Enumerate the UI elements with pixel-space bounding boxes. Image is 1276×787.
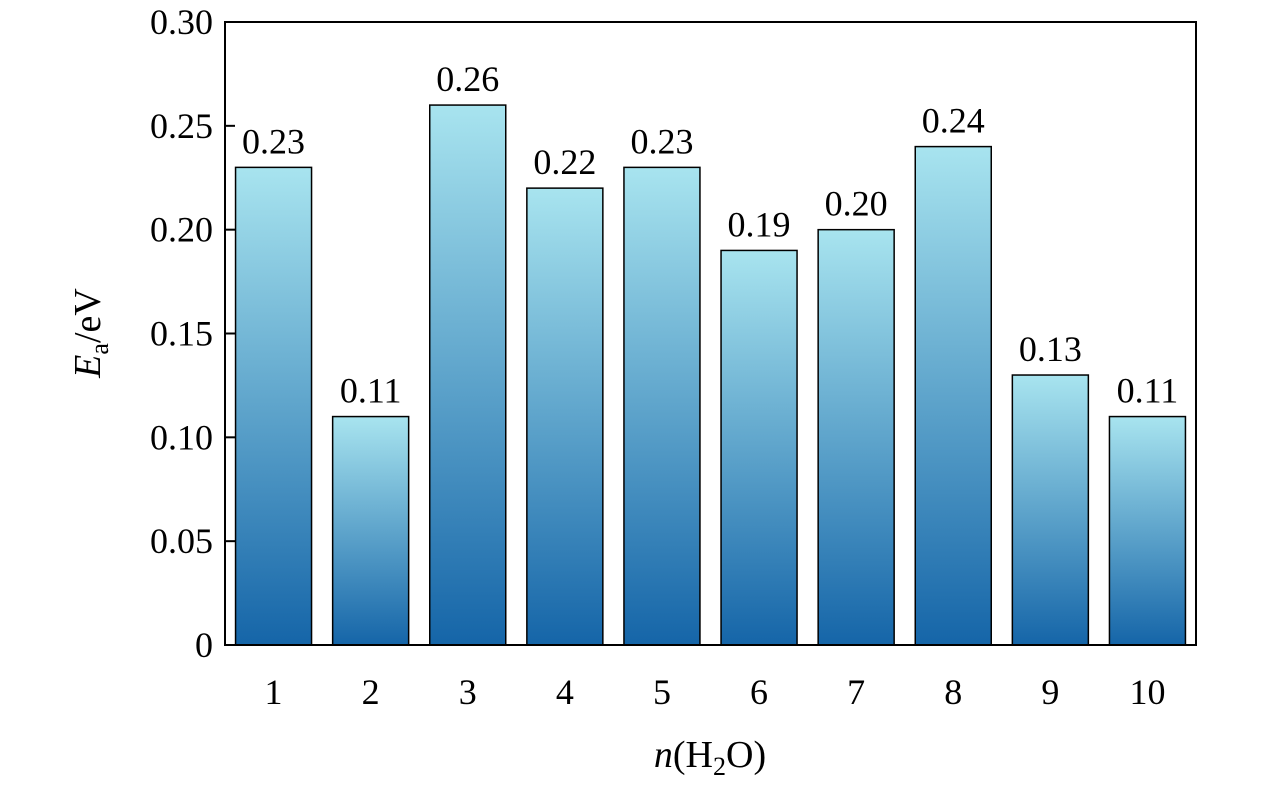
data-label-10: 0.11 xyxy=(1117,371,1179,411)
y-axis-label-var: E xyxy=(67,355,109,379)
bar-3 xyxy=(429,104,507,646)
x-axis-ticks: 1 2 3 4 5 6 7 8 9 10 xyxy=(265,672,1166,712)
y-tick-label-2: 0.10 xyxy=(150,417,213,457)
bar-7 xyxy=(817,228,895,646)
bar-8 xyxy=(914,145,992,646)
y-axis-label: Ea/eV xyxy=(67,288,114,379)
data-labels-layer: 0.23 0.11 0.26 0.22 0.23 0.19 0.20 0.24 0.13 0.11 xyxy=(242,59,1178,411)
y-tick-label-4: 0.20 xyxy=(150,210,213,250)
bar-9 xyxy=(1011,374,1090,646)
data-label-6: 0.19 xyxy=(728,204,791,244)
bar-1 xyxy=(234,166,313,646)
x-tick-label-4: 4 xyxy=(556,672,574,712)
y-axis-ticks: 0 0.05 0.10 0.15 0.20 0.25 0.30 xyxy=(150,2,235,665)
data-label-1: 0.23 xyxy=(242,121,305,161)
x-tick-label-8: 8 xyxy=(944,672,962,712)
bar-4 xyxy=(526,187,604,646)
bars-layer xyxy=(234,104,1187,646)
bar-10 xyxy=(1108,415,1187,646)
y-axis-label-unit: /eV xyxy=(67,288,109,343)
y-tick-label-1: 0.05 xyxy=(150,521,213,561)
y-axis-label-sub: a xyxy=(85,343,114,355)
data-label-7: 0.20 xyxy=(825,184,888,224)
y-tick-label-3: 0.15 xyxy=(150,314,213,354)
x-axis-label-close: O) xyxy=(726,734,766,776)
x-tick-label-5: 5 xyxy=(653,672,671,712)
data-label-9: 0.13 xyxy=(1019,329,1082,369)
x-tick-label-1: 1 xyxy=(265,672,283,712)
x-tick-label-10: 10 xyxy=(1129,672,1165,712)
x-tick-label-7: 7 xyxy=(847,672,865,712)
data-label-4: 0.22 xyxy=(533,142,596,182)
bar-5 xyxy=(623,166,701,646)
x-axis-label: n(H2O) xyxy=(654,734,766,781)
x-tick-label-2: 2 xyxy=(362,672,380,712)
x-axis-label-open: (H xyxy=(673,734,713,776)
data-label-8: 0.24 xyxy=(922,101,985,141)
x-tick-label-9: 9 xyxy=(1041,672,1059,712)
y-tick-label-6: 0.30 xyxy=(150,2,213,42)
y-tick-label-0: 0 xyxy=(195,625,213,665)
data-label-5: 0.23 xyxy=(630,121,693,161)
x-tick-label-6: 6 xyxy=(750,672,768,712)
data-label-3: 0.26 xyxy=(436,59,499,99)
data-label-2: 0.11 xyxy=(340,371,402,411)
x-axis-label-sub: 2 xyxy=(713,752,726,781)
x-axis-label-var: n xyxy=(654,734,673,776)
x-tick-label-3: 3 xyxy=(459,672,477,712)
bar-6 xyxy=(720,249,798,646)
bar-2 xyxy=(331,415,410,646)
y-tick-label-5: 0.25 xyxy=(150,106,213,146)
